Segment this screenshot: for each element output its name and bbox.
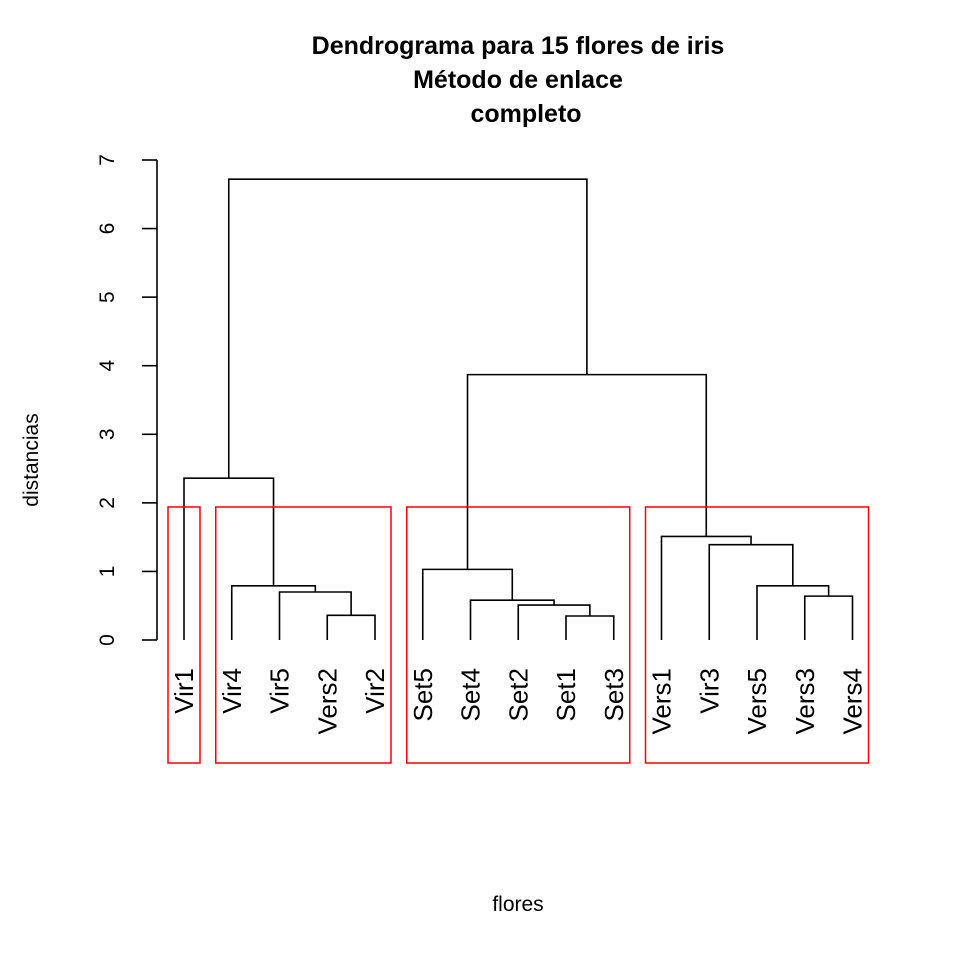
dendrogram-merge	[326, 614, 376, 640]
dendrogram-merge	[183, 477, 275, 640]
chart-title-line-3: completo	[470, 100, 581, 128]
dendrogram-merge	[756, 585, 830, 640]
y-tick-label: 7	[96, 154, 119, 166]
leaf-label: Vers1	[647, 668, 677, 735]
leaf-label: Vir2	[360, 668, 390, 714]
leaf-label: Vir3	[694, 668, 724, 714]
leaf-label: Set4	[456, 668, 486, 722]
dendrogram-merge	[466, 373, 708, 570]
y-tick-label: 0	[96, 634, 119, 646]
cluster-box	[406, 506, 631, 764]
dendrogram-merge	[517, 604, 591, 640]
dendrogram-merge	[469, 599, 555, 640]
leaf-label: Vers2	[312, 668, 342, 735]
dendrogram-merge	[227, 178, 588, 479]
chart-title-line-1: Dendrograma para 15 flores de iris	[312, 32, 725, 60]
y-tick-label: 3	[96, 428, 119, 440]
y-axis-label: distancias	[20, 413, 43, 506]
y-tick-label: 5	[96, 291, 119, 303]
y-tick-label: 6	[96, 223, 119, 235]
chart-title-line-2: Método de enlace	[413, 66, 623, 94]
dendrogram-merge	[421, 568, 514, 640]
cluster-box	[167, 506, 201, 764]
y-tick-label: 1	[96, 566, 119, 578]
cluster-boxes	[167, 506, 870, 764]
cluster-box	[215, 506, 392, 764]
dendrogram-merge	[803, 595, 854, 640]
cluster-box	[644, 506, 870, 764]
dendrogram-branches	[183, 178, 854, 640]
dendrogram-merge	[660, 535, 752, 640]
leaf-labels: Vir1 Vir4 Vir5 Vers2 Vir2 Set5 Set4 Set2 Set1 Set…	[169, 668, 868, 735]
x-axis-label: flores	[492, 893, 543, 916]
leaf-label: Set2	[503, 668, 533, 722]
y-tick-label: 4	[96, 360, 119, 372]
dendrogram-merge	[230, 585, 317, 640]
leaf-label: Vers5	[742, 668, 772, 735]
leaf-label: Set1	[551, 668, 581, 722]
leaf-label: Set3	[599, 668, 629, 722]
leaf-label: Vers3	[790, 668, 820, 735]
dendrogram-merge	[565, 615, 615, 640]
leaf-label: Vir5	[265, 668, 295, 714]
y-axis: 0 1 2 3 4 5 6 7	[96, 154, 158, 646]
y-tick-label: 2	[96, 497, 119, 509]
leaf-label: Vers4	[838, 668, 868, 735]
leaf-label: Set5	[408, 668, 438, 722]
leaf-label: Vir4	[217, 668, 247, 714]
dendrogram-merge	[708, 543, 794, 640]
leaf-label: Vir1	[169, 668, 199, 714]
